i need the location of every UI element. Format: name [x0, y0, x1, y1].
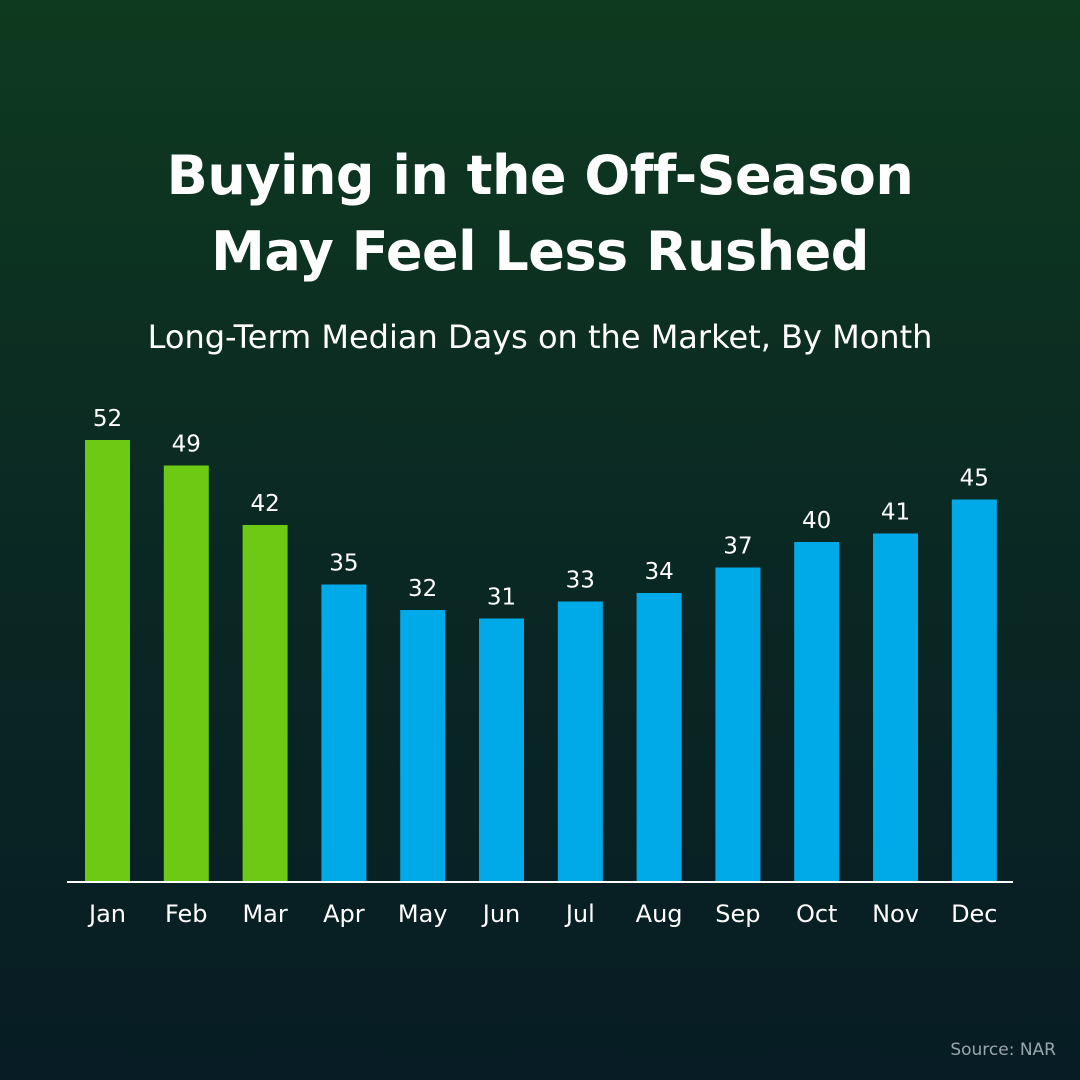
bar-jul	[557, 601, 603, 882]
data-label-nov: 41	[881, 500, 910, 526]
data-label-aug: 34	[644, 559, 673, 585]
bar-feb	[163, 465, 209, 882]
bar-nov	[873, 533, 918, 882]
x-tick-label-jan: Jan	[87, 900, 126, 928]
data-label-apr: 35	[329, 551, 358, 577]
bar-sep	[715, 567, 761, 882]
x-tick-label-oct: Oct	[796, 900, 838, 928]
data-label-dec: 45	[960, 466, 989, 492]
x-tick-label-jul: Jul	[564, 900, 595, 928]
bar-aug	[636, 593, 682, 882]
data-label-oct: 40	[802, 508, 831, 534]
x-tick-label-feb: Feb	[165, 900, 208, 928]
x-tick-label-nov: Nov	[872, 900, 919, 928]
bar-oct	[794, 542, 840, 882]
x-tick-label-apr: Apr	[323, 900, 365, 928]
chart-title: Buying in the Off-Season May Feel Less R…	[0, 138, 1080, 290]
x-tick-label-dec: Dec	[951, 900, 997, 928]
x-tick-label-sep: Sep	[715, 900, 760, 928]
data-label-feb: 49	[172, 432, 201, 458]
data-label-mar: 42	[250, 491, 279, 517]
x-tick-label-jun: Jun	[481, 900, 521, 928]
data-label-jan: 52	[93, 406, 122, 432]
chart-subtitle: Long-Term Median Days on the Market, By …	[147, 318, 933, 356]
bar-jan	[85, 440, 130, 882]
bar-jun	[479, 618, 524, 882]
bar-mar	[242, 525, 288, 882]
data-label-jun: 31	[487, 585, 516, 611]
chart-title-line-1: Buying in the Off-Season	[166, 144, 914, 207]
bar-apr	[321, 584, 367, 882]
data-label-jul: 33	[566, 568, 595, 594]
bar-may	[400, 610, 446, 882]
bar-dec	[951, 499, 997, 882]
data-label-may: 32	[408, 576, 437, 602]
data-label-sep: 37	[723, 534, 752, 560]
source-note: Source: NAR	[950, 1040, 1056, 1060]
x-tick-label-may: May	[398, 900, 448, 928]
x-tick-label-mar: Mar	[242, 900, 287, 928]
chart-title-line-2: May Feel Less Rushed	[211, 220, 869, 283]
x-tick-label-aug: Aug	[636, 900, 683, 928]
